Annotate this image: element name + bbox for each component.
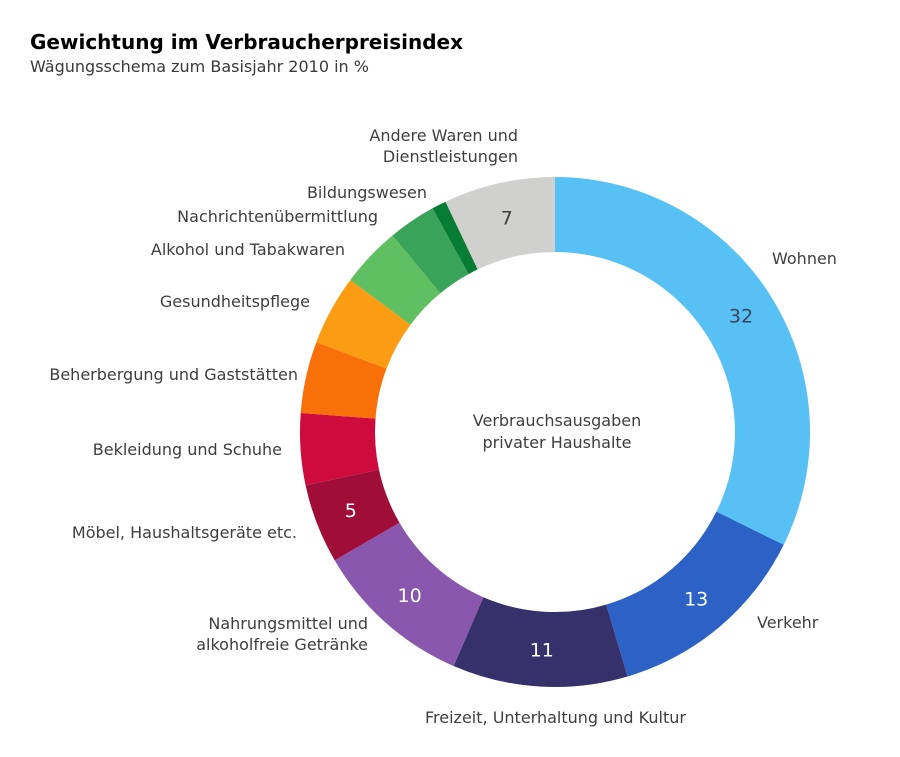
donut-segment-9	[392, 208, 469, 294]
segment-label-bekleidung-schuhe: Bekleidung und Schuhe	[92, 440, 282, 459]
segment-label-alkohol-tabakwaren: Alkohol und Tabakwaren	[150, 240, 345, 259]
donut-segment-7	[316, 280, 411, 369]
donut-segment-5	[299, 413, 379, 486]
donut-center-label: Verbrauchsausgaben privater Haushalte	[472, 411, 642, 452]
donut-segment-value-4: 5	[345, 500, 357, 522]
segment-label-gesundheitspflege: Gesundheitspflege	[159, 292, 310, 311]
donut-segment-10	[432, 201, 478, 275]
donut-segment-value-1: 13	[684, 588, 708, 610]
segment-label-nachrichtenuebermittlung: Nachrichtenübermittlung	[177, 207, 378, 226]
segment-label-andere-waren: Andere Waren und Dienstleistungen	[369, 126, 518, 166]
donut-segment-value-2: 11	[530, 640, 554, 662]
donut-segment-11	[445, 176, 555, 270]
donut-segment-value-11: 7	[501, 207, 513, 229]
segment-label-verkehr: Verkehr	[757, 613, 819, 632]
donut-segment-0	[555, 177, 811, 545]
chart-subtitle: Wägungsschema zum Basisjahr 2010 in %	[30, 57, 369, 76]
donut-segment-3	[334, 522, 484, 666]
donut-segment-8	[350, 235, 441, 325]
segment-label-wohnen: Wohnen	[772, 249, 837, 268]
segment-label-moebel: Möbel, Haushaltsgeräte etc.	[71, 523, 297, 542]
segment-label-nahrungsmittel: Nahrungsmittel und alkoholfreie Getränke	[196, 614, 368, 654]
segment-label-freizeit: Freizeit, Unterhaltung und Kultur	[425, 708, 686, 727]
donut-segment-4	[305, 469, 400, 561]
donut-segment-value-0: 32	[729, 305, 753, 327]
segment-label-bildungswesen: Bildungswesen	[306, 183, 427, 202]
donut-segment-2	[453, 597, 628, 688]
chart-title: Gewichtung im Verbraucherpreisindex	[30, 30, 464, 54]
donut-segment-6	[300, 342, 387, 419]
donut-segment-value-3: 10	[398, 585, 422, 607]
donut-segment-1	[606, 511, 784, 677]
segment-label-beherbergung: Beherbergung und Gaststätten	[49, 365, 298, 384]
